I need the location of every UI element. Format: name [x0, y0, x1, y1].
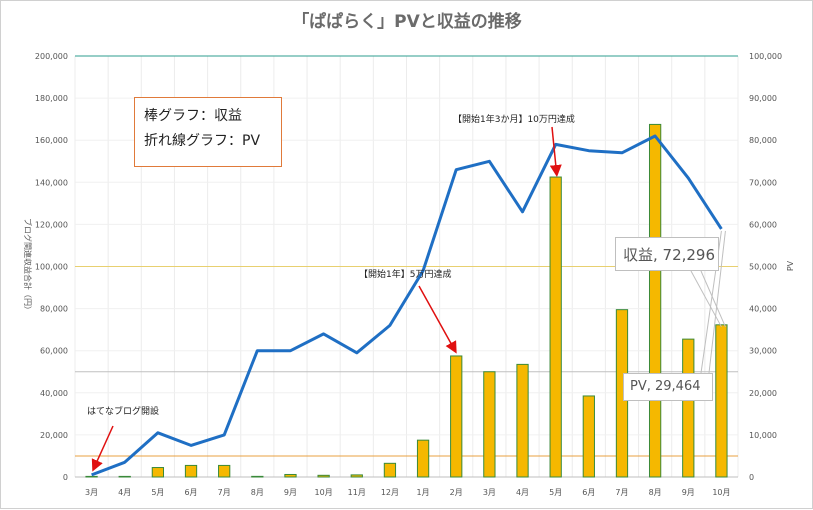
y-right-tick-label: 50,000	[749, 263, 777, 272]
x-tick-label: 5月	[151, 488, 164, 497]
x-tick-label: 9月	[682, 488, 695, 497]
y-right-tick-label: 30,000	[749, 347, 777, 356]
x-tick-label: 10月	[315, 488, 333, 497]
x-tick-label: 3月	[85, 488, 98, 497]
y-right-tick-label: 0	[749, 473, 754, 482]
callout-revenue: 収益, 72,296	[615, 237, 719, 271]
y-left-tick-label: 40,000	[40, 389, 68, 398]
legend-line-text: 折れ線グラフ：PV	[144, 133, 261, 149]
y-left-tick-label: 0	[63, 473, 68, 482]
y-right-axis-label: PV	[786, 260, 795, 271]
x-tick-label: 6月	[582, 488, 595, 497]
callout-leader-revenue	[690, 270, 722, 328]
bar-revenue	[284, 473, 297, 478]
y-left-tick-label: 160,000	[35, 136, 68, 145]
callout-leader-revenue	[700, 270, 726, 328]
bar-revenue	[251, 475, 264, 478]
callout-leader-pv	[708, 230, 726, 374]
y-right-tick-label: 100,000	[749, 52, 782, 61]
annotation-arrow	[418, 285, 457, 354]
bar-revenue	[85, 475, 98, 478]
x-tick-label: 9月	[284, 488, 297, 497]
bar-revenue	[450, 355, 463, 478]
y-left-tick-label: 60,000	[40, 347, 68, 356]
annotation-arrow	[91, 425, 114, 472]
y-right-tick-label: 80,000	[749, 136, 777, 145]
x-tick-label: 4月	[516, 488, 529, 497]
x-tick-label: 6月	[184, 488, 197, 497]
y-right-tick-label: 40,000	[749, 305, 777, 314]
bar-revenue	[715, 324, 728, 478]
chart-legend-note: 棒グラフ：収益 折れ線グラフ：PV	[134, 97, 282, 167]
y-left-tick-label: 120,000	[35, 220, 68, 229]
bar-revenue	[549, 176, 562, 478]
x-tick-label: 4月	[118, 488, 131, 497]
y-left-tick-label: 200,000	[35, 52, 68, 61]
bar-revenue	[416, 439, 430, 478]
bar-revenue	[218, 464, 231, 478]
y-right-tick-label: 70,000	[749, 178, 777, 187]
y-left-tick-label: 80,000	[40, 305, 68, 314]
x-tick-label: 8月	[251, 488, 264, 497]
bar-revenue	[483, 371, 496, 478]
bar-revenue	[118, 475, 131, 478]
x-tick-label: 7月	[615, 488, 628, 497]
bar-revenue	[350, 474, 363, 478]
callout-pv: PV, 29,464	[623, 373, 713, 401]
bar-revenue	[317, 474, 330, 478]
chart-title: 「ぱぱらく」PVと収益の推移	[292, 11, 522, 32]
y-right-tick-label: 10,000	[749, 431, 777, 440]
x-tick-label: 7月	[218, 488, 231, 497]
bar-revenue	[582, 395, 595, 478]
bar-revenue	[184, 464, 198, 478]
y-left-tick-label: 100,000	[35, 263, 68, 272]
x-tick-label: 10月	[712, 488, 730, 497]
y-left-tick-label: 180,000	[35, 94, 68, 103]
x-tick-label: 2月	[450, 488, 463, 497]
x-tick-label: 11月	[348, 488, 366, 497]
y-left-tick-label: 140,000	[35, 178, 68, 187]
bar-revenue	[682, 338, 695, 478]
bar-revenue	[648, 123, 662, 478]
legend-bar-text: 棒グラフ：収益	[144, 108, 242, 124]
annotation-blog-start: はてなブログ開設	[87, 407, 160, 417]
x-tick-label: 3月	[483, 488, 496, 497]
bar-revenue	[516, 363, 529, 478]
y-right-tick-label: 60,000	[749, 220, 777, 229]
y-left-tick-label: 20,000	[40, 431, 68, 440]
x-tick-label: 12月	[381, 488, 399, 497]
y-right-tick-label: 20,000	[749, 389, 777, 398]
annotation-100k: 【開始1年3か月】10万円達成	[453, 115, 575, 125]
annotation-arrow	[549, 126, 562, 178]
y-right-tick-label: 90,000	[749, 94, 777, 103]
x-tick-label: 8月	[649, 488, 662, 497]
bar-revenue	[383, 462, 397, 478]
y-left-axis-label: ブログ関連収益合計（円）	[23, 218, 33, 314]
x-tick-label: 1月	[417, 488, 430, 497]
x-tick-label: 5月	[549, 488, 562, 497]
bar-revenue	[151, 467, 165, 478]
line-pv	[91, 134, 723, 477]
annotation-50k: 【開始1年】5万円達成	[359, 270, 452, 280]
